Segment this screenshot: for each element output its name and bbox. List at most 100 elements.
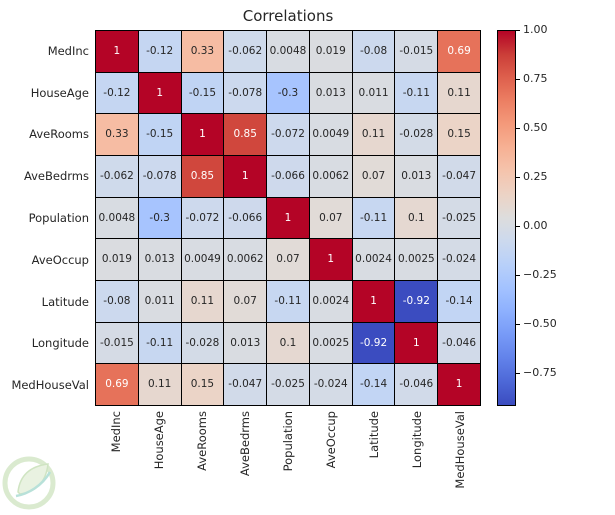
cell-value: 0.0049 [312,128,350,141]
cell-value: -0.14 [445,295,473,308]
heatmap-cell: 0.11 [138,364,181,405]
x-tick-label: Latitude [352,411,395,509]
heatmap-cell: 0.69 [438,31,480,72]
colorbar-tick-mark [516,30,520,31]
heatmap-cell: -0.11 [138,322,181,364]
heatmap-cell: 0.013 [309,72,352,114]
heatmap-cell: 0.1 [395,197,438,239]
cell-value: 0.85 [190,170,215,183]
cell-value: 0.0062 [312,170,350,183]
cell-value: 0.33 [190,45,215,58]
heatmap-cell: 0.0048 [96,197,138,239]
heatmap-cell: -0.14 [438,281,480,322]
x-tick-label: AveRooms [181,411,224,509]
cell-value: 0.1 [279,336,297,349]
y-tick-label: Latitude [41,294,89,309]
heatmap-cell: -0.08 [96,281,138,322]
x-tick-label-text: AveBedrms [238,411,253,477]
x-tick-label: MedHouseVal [438,411,481,509]
cell-value: 0.013 [315,86,346,99]
heatmap-cell: -0.3 [267,72,309,114]
heatmap-cell: -0.15 [181,72,224,114]
heatmap-cell: -0.15 [138,114,181,155]
heatmap-cell: 0.07 [224,281,267,322]
cell-value: 0.0048 [98,211,136,224]
x-tick-label-text: AveRooms [195,411,210,471]
heatmap-cell: 0.0025 [395,239,438,280]
heatmap-cell: -0.047 [224,364,267,405]
y-tick-label: Longitude [31,336,89,351]
cell-value: 0.013 [230,336,261,349]
colorbar-tick-label: 0.00 [523,219,548,232]
heatmap-cell: 0.07 [309,197,352,239]
cell-value: 1 [113,45,121,58]
heatmap-cell: 0.85 [224,114,267,155]
heatmap-cell: -0.024 [438,239,480,280]
heatmap-cell: -0.028 [395,114,438,155]
heatmap-cell: -0.066 [224,197,267,239]
cell-value: -0.072 [271,128,305,141]
cell-value: -0.11 [146,336,174,349]
x-tick-label-text: MedHouseVal [452,411,467,489]
cell-value: -0.062 [99,170,134,183]
cell-value: -0.015 [399,45,434,58]
heatmap-cell: 1 [438,364,480,405]
cell-value: -0.046 [442,336,477,349]
heatmap-cell: 1 [309,239,352,280]
heatmap-cell: -0.046 [438,322,480,364]
cell-value: 1 [412,336,420,349]
cell-value: -0.14 [359,378,388,391]
heatmap-cell: -0.12 [96,72,138,114]
heatmap-cell: 0.0024 [352,239,395,280]
heatmap-cell: -0.3 [138,197,181,239]
cell-value: -0.11 [402,86,430,99]
heatmap-cell: -0.062 [96,156,138,197]
cell-value: -0.12 [146,45,174,58]
cell-value: 0.07 [233,295,257,308]
cell-value: 0.07 [361,170,386,183]
heatmap-cell: 0.33 [181,31,224,72]
heatmap-cell: 0.11 [181,281,224,322]
cell-value: 0.11 [147,378,172,391]
heatmap-cell: 0.011 [352,72,395,114]
heatmap: 1 -0.12 0.33 -0.062 0.0048 0.019 -0.08 -0.015 0.… [95,30,481,406]
heatmap-cell: -0.072 [181,197,224,239]
heatmap-cell: 0.019 [309,31,352,72]
cell-value: 0.07 [319,211,343,224]
y-tick-label: AveRooms [29,127,89,142]
heatmap-cell: -0.11 [395,72,438,114]
cell-value: 0.011 [358,86,389,99]
cell-value: 0.69 [105,378,129,391]
y-tick-label: AveOccup [31,252,89,267]
heatmap-cell: -0.14 [352,364,395,405]
y-tick-label: MedInc [47,43,89,58]
cell-value: 1 [241,170,249,183]
heatmap-cell: 0.013 [138,239,181,280]
heatmap-cell: -0.11 [267,281,309,322]
x-tick-label: AveBedrms [224,411,267,509]
x-tick-label: Longitude [395,411,438,509]
heatmap-cell: -0.025 [438,197,480,239]
cell-value: -0.3 [149,211,170,224]
heatmap-cell: 0.11 [438,72,480,114]
cell-value: -0.015 [99,336,134,349]
cell-value: -0.08 [103,295,131,308]
cell-value: 0.0024 [312,295,350,308]
heatmap-cell: -0.015 [395,31,438,72]
cell-value: -0.066 [228,211,263,224]
cell-value: 0.019 [315,45,346,58]
colorbar-tick-label: 0.25 [523,170,548,183]
colorbar-tick-mark [516,79,520,80]
heatmap-cell: -0.028 [181,322,224,364]
cell-value: 0.0048 [269,45,307,58]
x-tick-label: HouseAge [138,411,181,509]
heatmap-cell: 0.0062 [224,239,267,280]
heatmap-cell: 1 [267,197,309,239]
colorbar-tick-mark [516,373,520,374]
colorbar-tick-label: −0.25 [523,268,557,281]
cell-value: 0.0025 [397,253,435,266]
heatmap-cell: -0.11 [352,197,395,239]
cell-value: -0.12 [103,86,131,99]
heatmap-cell: 0.0024 [309,281,352,322]
cell-value: 0.0024 [355,253,392,266]
